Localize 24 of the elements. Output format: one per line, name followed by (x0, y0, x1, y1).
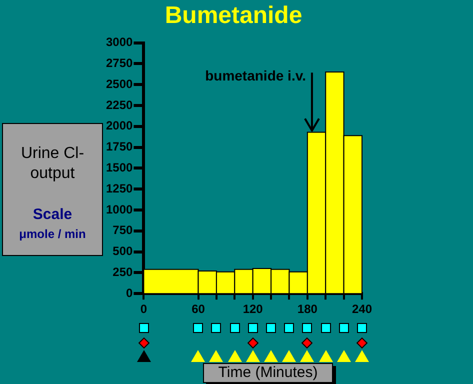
y-tick-label: 2250 (106, 98, 134, 112)
y-tick-label: 1750 (106, 140, 134, 154)
y-tick-label: 0 (126, 286, 134, 300)
y-tick-label: 2750 (106, 56, 134, 70)
y-tick-label: 250 (112, 265, 134, 280)
chart-title: Bumetanide (164, 2, 302, 30)
x-axis-title: Time (Minutes) (203, 363, 333, 383)
y-tick-label: 1000 (106, 202, 134, 216)
y-tick-label: 3000 (106, 35, 134, 50)
text: μmole / min (18, 227, 87, 241)
y-axis-title: Urine Cl- output (20, 144, 86, 184)
y-tick-label: 500 (112, 244, 134, 258)
y-tick-label: 2500 (106, 76, 134, 91)
annotation: bumetanide i.v. (205, 67, 306, 84)
y-tick-label: 750 (112, 223, 134, 238)
y-tick-label: 1250 (106, 181, 134, 196)
x-tick-label: 240 (352, 302, 372, 316)
x-tick-label: 0 (140, 302, 148, 316)
y-tick-label: 2000 (106, 118, 134, 133)
text: Scale (32, 206, 74, 223)
x-tick-label: 120 (242, 302, 264, 316)
x-tick-label: 180 (297, 302, 318, 316)
y-tick-label: 1500 (106, 160, 134, 175)
x-tick-label: 60 (192, 302, 206, 316)
